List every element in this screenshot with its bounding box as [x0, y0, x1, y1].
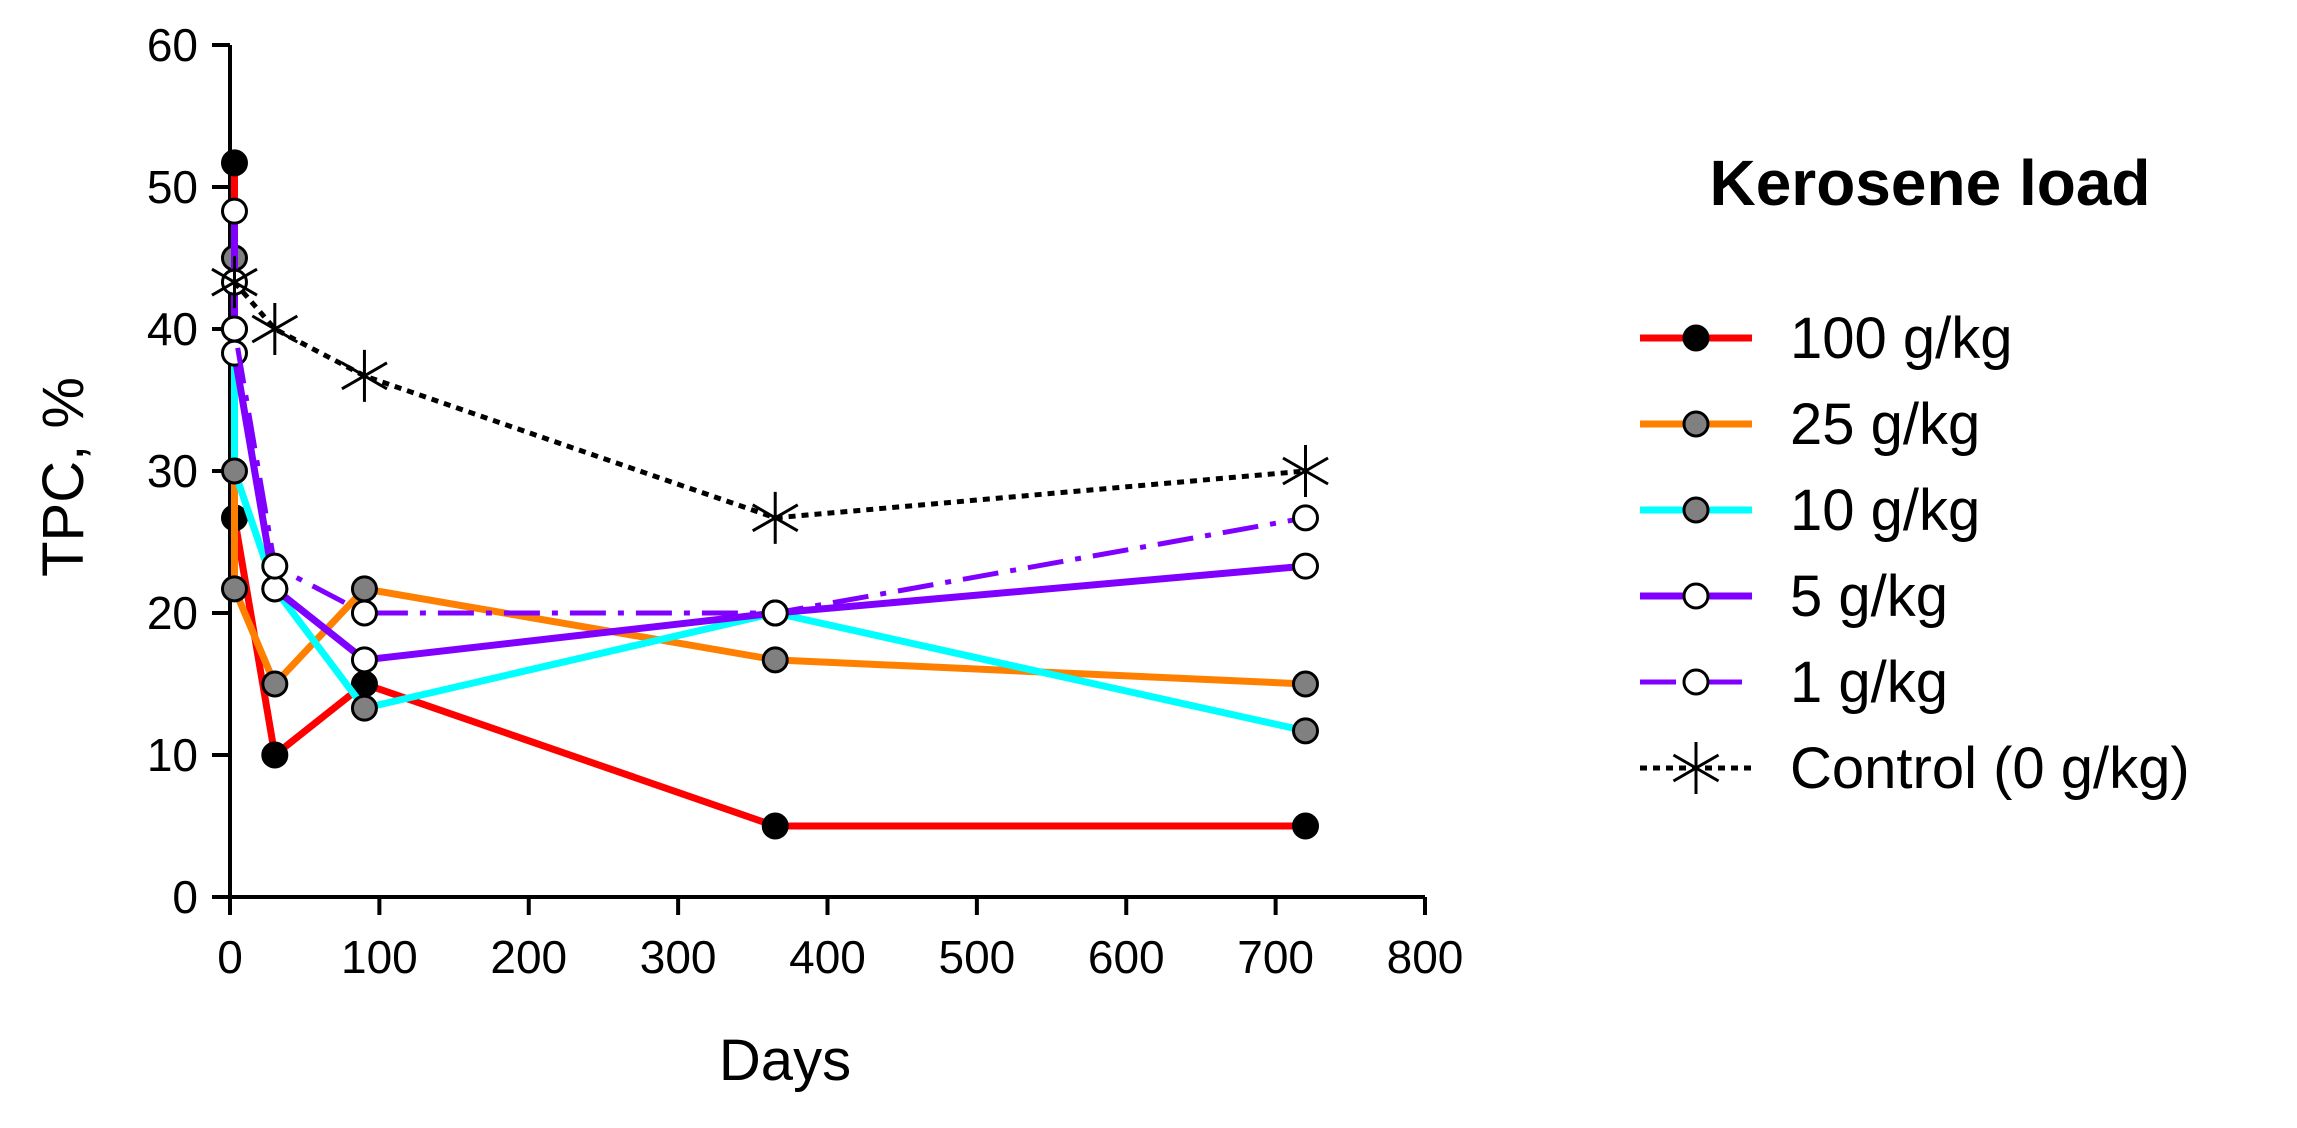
legend-item: 1 g/kg — [1640, 650, 1948, 715]
legend: Kerosene load 100 g/kg 25 g/kg 10 g/kg 5 g/… — [1640, 147, 2190, 801]
data-point — [1292, 670, 1319, 698]
data-point — [220, 339, 248, 367]
series-line — [230, 258, 1306, 688]
legend-label: 25 g/kg — [1790, 392, 1980, 457]
x-tick-label: 200 — [490, 931, 567, 983]
y-tick-label: 20 — [147, 587, 198, 639]
x-tick-label: 500 — [939, 931, 1016, 983]
x-tick-label: 300 — [640, 931, 717, 983]
data-point — [220, 315, 248, 343]
data-point — [751, 491, 799, 544]
data-point — [220, 457, 248, 485]
legend-label: 10 g/kg — [1790, 478, 1980, 543]
data-point — [261, 741, 289, 769]
data-point — [1292, 812, 1319, 840]
data-point — [1292, 504, 1319, 532]
data-point — [350, 694, 378, 722]
data-point — [761, 812, 789, 840]
series-line — [232, 280, 1306, 521]
series-100-g-kg — [220, 149, 1319, 840]
legend-marker — [1682, 324, 1710, 352]
series-line — [230, 162, 1306, 830]
y-tick-label: 10 — [147, 729, 198, 781]
legend-marker — [1672, 742, 1720, 794]
x-tick-label: 700 — [1237, 931, 1314, 983]
legend-item: 5 g/kg — [1640, 564, 1948, 629]
legend-item: 25 g/kg — [1640, 392, 1980, 457]
legend-item: 10 g/kg — [1640, 478, 1980, 543]
data-point — [220, 575, 248, 603]
legend-label: 100 g/kg — [1790, 306, 2013, 371]
series-25-g-kg — [220, 244, 1319, 698]
y-axis-title: TPC, % — [31, 377, 96, 577]
series-line — [230, 329, 1307, 735]
legend-label: 1 g/kg — [1790, 650, 1948, 715]
data-point — [1292, 717, 1319, 745]
data-point — [1292, 552, 1319, 580]
y-tick-label: 40 — [147, 303, 198, 355]
data-point — [220, 149, 248, 177]
x-tick-label: 800 — [1387, 931, 1464, 983]
legend-item: Control (0 g/kg) — [1640, 736, 2190, 801]
series-control-0-g-kg — [211, 256, 1329, 544]
x-tick-label: 400 — [789, 931, 866, 983]
legend-marker — [1682, 410, 1710, 438]
data-point — [211, 256, 258, 309]
data-point — [761, 599, 789, 627]
y-tick-label: 60 — [147, 19, 198, 71]
legend-marker — [1682, 668, 1710, 696]
data-point — [350, 575, 378, 603]
legend-marker — [1682, 582, 1710, 610]
legend-label: 5 g/kg — [1790, 564, 1948, 629]
data-point — [220, 197, 248, 225]
data-point — [261, 575, 289, 603]
y-tick-label: 0 — [172, 871, 198, 923]
series-1-g-kg — [220, 268, 1319, 627]
x-tick-label: 600 — [1088, 931, 1165, 983]
legend-title: Kerosene load — [1709, 147, 2150, 219]
series-layer — [211, 149, 1329, 840]
y-tick-label: 30 — [147, 445, 198, 497]
x-tick-label: 100 — [341, 931, 418, 983]
data-point — [261, 552, 289, 580]
x-axis-title: Days — [719, 1028, 851, 1093]
data-point — [1282, 445, 1329, 497]
data-point — [350, 646, 378, 674]
x-tick-label: 0 — [217, 931, 243, 983]
y-tick-label: 50 — [147, 161, 198, 213]
data-point — [761, 646, 789, 674]
data-point — [350, 599, 378, 627]
legend-label: Control (0 g/kg) — [1790, 736, 2190, 801]
series-line — [231, 282, 1306, 616]
data-point — [251, 303, 299, 355]
data-point — [261, 670, 289, 698]
legend-item: 100 g/kg — [1640, 306, 2013, 371]
data-point — [341, 349, 388, 402]
legend-marker — [1682, 496, 1710, 524]
